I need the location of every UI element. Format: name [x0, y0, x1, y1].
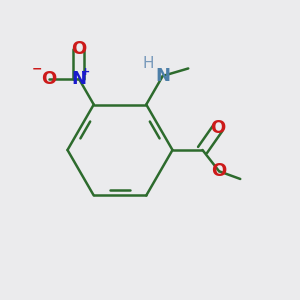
Text: N: N: [71, 70, 86, 88]
Text: O: O: [212, 162, 227, 180]
Text: −: −: [32, 62, 43, 76]
Text: N: N: [155, 67, 170, 85]
Text: H: H: [142, 56, 154, 71]
Text: O: O: [41, 70, 56, 88]
Text: +: +: [81, 67, 90, 77]
Text: O: O: [210, 119, 226, 137]
Text: O: O: [71, 40, 86, 58]
